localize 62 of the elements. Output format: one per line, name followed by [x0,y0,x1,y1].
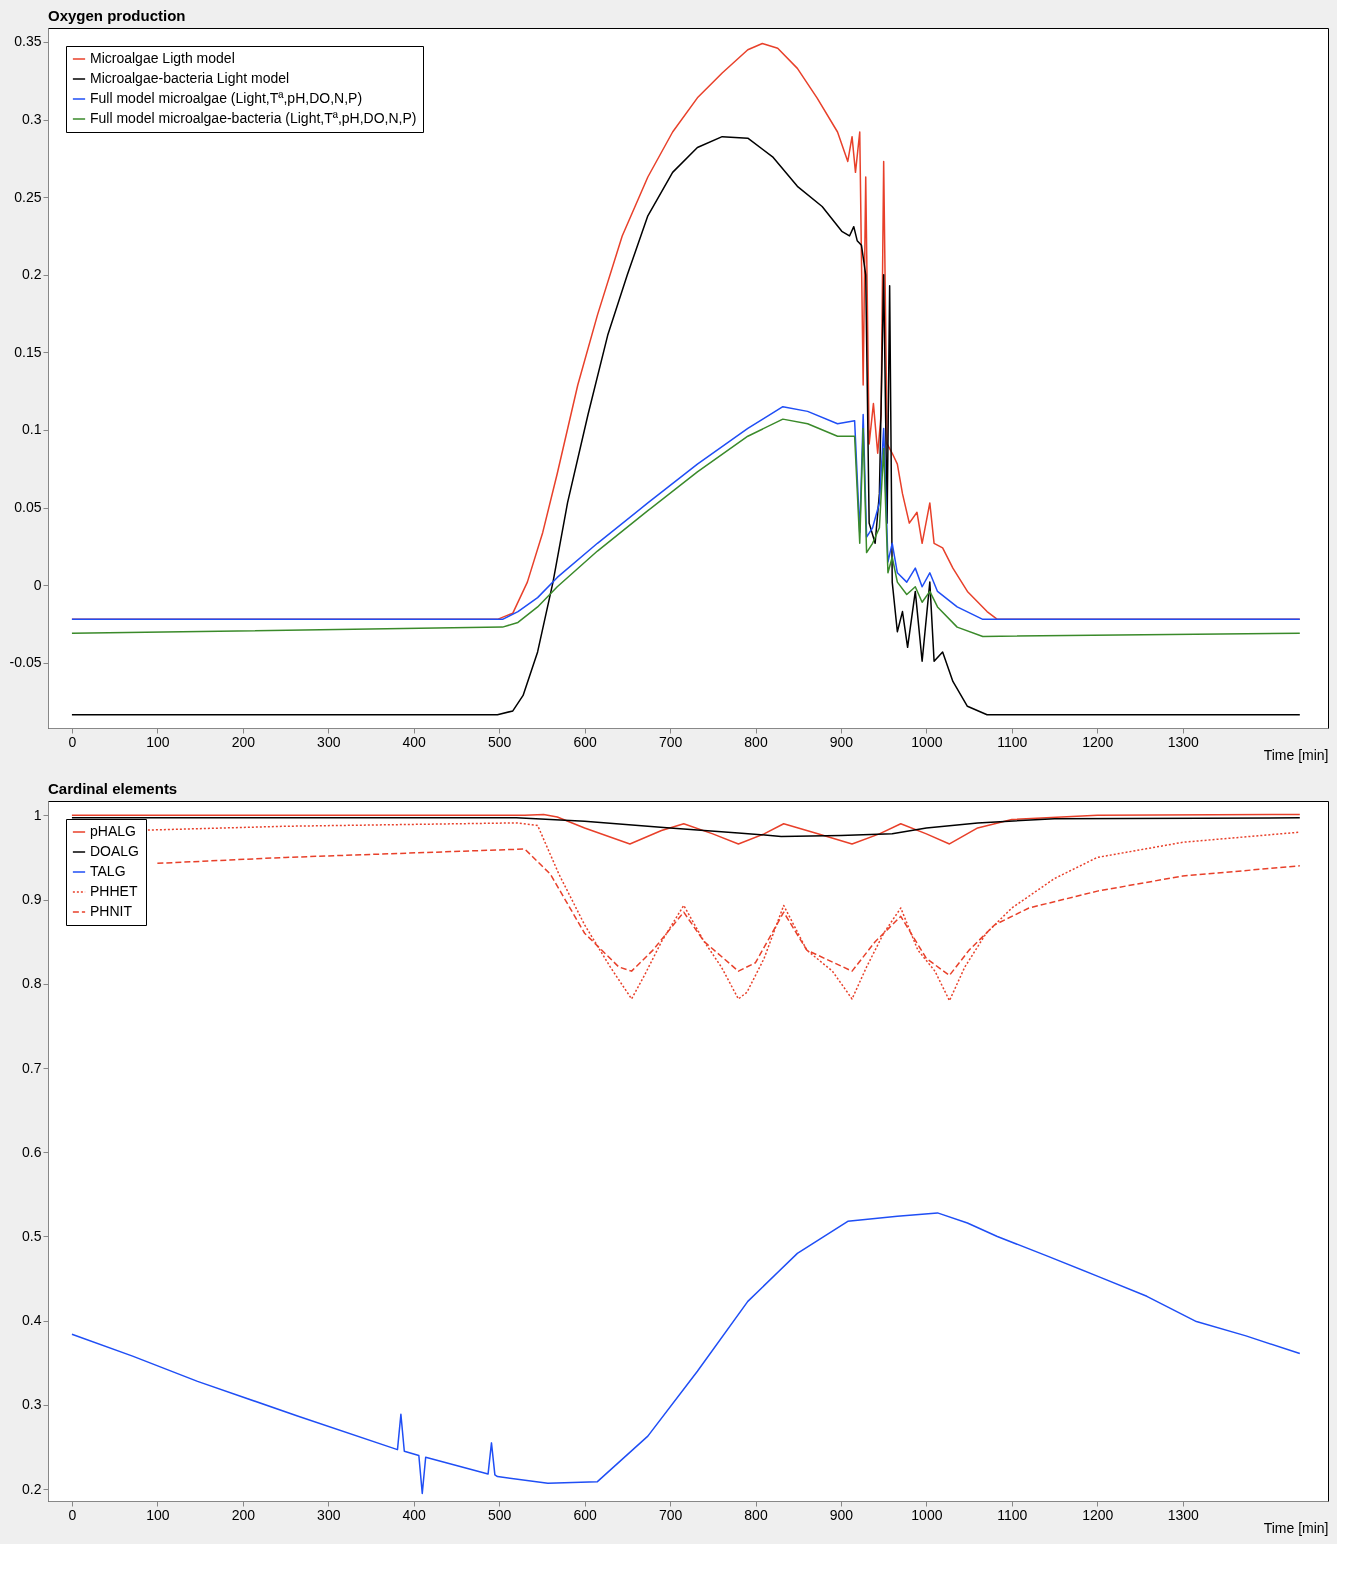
x-tick-label: 300 [317,1506,341,1523]
line-series [71,813,1301,845]
x-tick-label: 200 [231,1506,256,1523]
y-tick-label: 0.8 [22,975,42,992]
x-tick-label: 300 [317,733,341,750]
y-tick-label: 0.1 [22,421,42,438]
x-tick-label: 200 [231,733,256,750]
chart-title: Cardinal elements [48,780,178,797]
x-tick-label: 400 [402,1506,427,1523]
y-tick-label: 0.6 [22,1143,42,1160]
line-series [71,1212,1301,1495]
x-tick-label: 500 [487,1506,512,1523]
legend-label: TALG [90,863,126,879]
x-tick-label: 500 [487,733,512,750]
x-tick-label: 100 [146,733,170,750]
legend-label: pHALG [90,823,136,839]
x-tick-label: 1100 [997,733,1028,750]
x-tick-label: 1200 [1082,733,1114,750]
x-tick-label: 1300 [1167,1506,1200,1523]
chart-title: Oxygen production [48,7,186,24]
y-tick-label: 0.05 [14,499,42,516]
y-tick-label: 0.2 [22,266,42,283]
y-tick-label: 0.9 [22,891,42,908]
line-series [71,135,1301,716]
x-tick-label: 1300 [1167,733,1200,750]
x-axis-title: Time [min] [1263,746,1329,763]
y-tick-label: 0.3 [22,1396,42,1413]
y-tick-label: 0.3 [22,111,42,128]
y-tick-label: 0.4 [22,1312,42,1329]
x-tick-label: 1100 [997,1506,1028,1523]
x-tick-label: 400 [402,733,427,750]
x-tick-label: 0 [68,733,77,750]
y-tick-label: 0.25 [14,188,42,205]
y-tick-label: 0.35 [14,33,42,50]
x-tick-label: 0 [68,1506,77,1523]
x-tick-label: 900 [829,1506,854,1523]
legend-label: DOALG [90,843,140,859]
y-tick-label: -0.05 [9,654,42,671]
legend-label: Full model microalgae (Light,Tª,pH,DO,N,P) [90,90,363,106]
legend-label: PHHET [90,883,138,899]
x-tick-label: 900 [829,733,854,750]
x-tick-label: 600 [573,733,597,750]
legend-label: Microalgae Ligth model [90,50,235,66]
x-tick-label: 1000 [911,1506,943,1523]
y-tick-label: 0.2 [22,1480,42,1497]
x-tick-label: 100 [146,1506,170,1523]
x-tick-label: 1000 [911,733,943,750]
x-axis-title: Time [min] [1263,1519,1329,1536]
y-tick-label: 0.7 [22,1059,42,1076]
x-tick-label: 600 [573,1506,597,1523]
x-tick-label: 700 [658,1506,683,1523]
x-tick-label: 1200 [1082,1506,1114,1523]
x-tick-label: 800 [744,733,768,750]
legend-label: PHNIT [90,903,133,919]
x-tick-label: 800 [744,1506,768,1523]
legend-label: Full model microalgae-bacteria (Light,Tª,pH,DO,N,P) [90,110,417,126]
y-tick-label: 0 [33,576,42,593]
y-tick-label: 1 [33,806,42,823]
legend-label: Microalgae-bacteria Light model [90,70,290,86]
x-tick-label: 700 [658,733,683,750]
y-tick-label: 0.5 [22,1228,42,1244]
y-tick-label: 0.15 [14,343,42,360]
